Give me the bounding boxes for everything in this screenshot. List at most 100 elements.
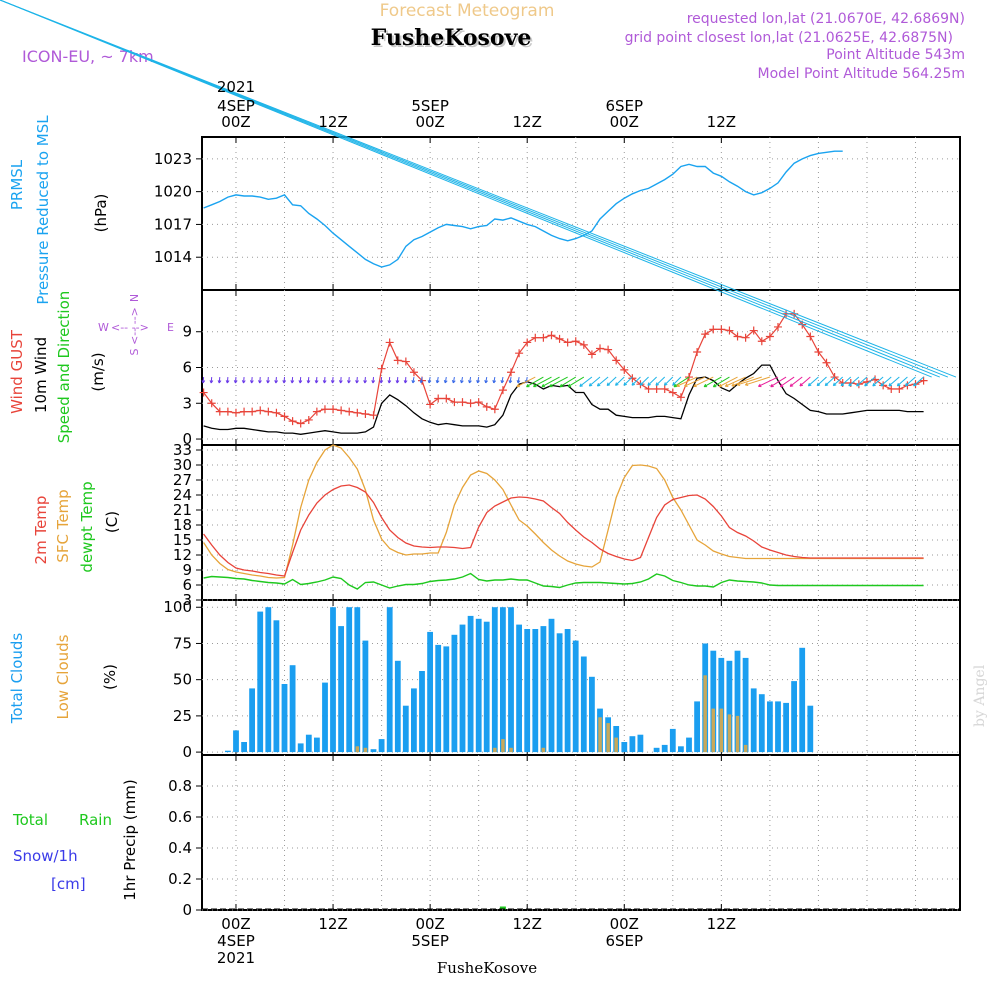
y-tick-label: 18 bbox=[173, 516, 192, 534]
wind-gust-point bbox=[757, 337, 766, 346]
temp-label-sfc: SFC Temp bbox=[54, 489, 72, 562]
cloud-total-bar bbox=[362, 640, 369, 753]
cloud-total-bar bbox=[807, 705, 814, 753]
wind-gust-point bbox=[644, 384, 653, 393]
wind-gust-point bbox=[240, 407, 249, 416]
wind-gust-point bbox=[717, 325, 726, 334]
wind-direction-arrowhead bbox=[549, 383, 553, 388]
y-tick-label: 100 bbox=[163, 598, 192, 616]
wind-direction-arrowhead bbox=[468, 379, 472, 384]
time-label-bottom: 00Z bbox=[415, 915, 444, 933]
wind-gust-point bbox=[684, 373, 693, 382]
wind-gust-point bbox=[426, 400, 435, 409]
wind-direction-arrowhead bbox=[880, 382, 884, 387]
wind-direction-arrowhead bbox=[596, 383, 601, 387]
y-tick-label: 0.4 bbox=[168, 839, 192, 857]
wind-gust-point bbox=[741, 333, 750, 342]
y-tick-label: 0.8 bbox=[168, 777, 192, 795]
cloud-low-bar bbox=[719, 708, 724, 753]
temp-label-2m: 2m Temp bbox=[32, 496, 50, 565]
wind-gust-point bbox=[215, 407, 224, 416]
wind-direction-arrowhead bbox=[724, 383, 729, 387]
wind-direction-arrow bbox=[579, 376, 593, 387]
cloud-total-bar bbox=[718, 657, 725, 753]
wind-gust-point bbox=[822, 358, 831, 367]
cloud-total-bar bbox=[758, 694, 765, 753]
time-label-bottom: 2021 bbox=[217, 949, 255, 967]
precip-label-cm: [cm] bbox=[51, 875, 86, 893]
wind-gust-point bbox=[490, 405, 499, 414]
wind-direction-arrowhead bbox=[209, 380, 214, 384]
wind-10m-line bbox=[203, 364, 924, 435]
precip-unit: 1hr Precip (mm) bbox=[121, 779, 139, 900]
station-title-front: FusheKosove bbox=[371, 25, 532, 51]
wind-direction-arrow bbox=[840, 376, 852, 387]
y-tick-label: 0.2 bbox=[168, 870, 192, 888]
time-label-bottom: 4SEP bbox=[217, 932, 255, 950]
precip-label-total: Total bbox=[12, 811, 48, 829]
wind-direction-arrow bbox=[631, 376, 641, 386]
y-tick-label: 1017 bbox=[154, 215, 192, 233]
wind-gust-point bbox=[652, 384, 661, 393]
cloud-total-bar bbox=[799, 647, 806, 753]
wind-gust-point bbox=[353, 408, 362, 417]
wind-direction-arrowhead bbox=[443, 379, 448, 384]
wind-direction-arrow bbox=[639, 376, 649, 386]
wind-direction-arrow bbox=[0, 0, 957, 378]
cloud-total-bar bbox=[346, 607, 353, 753]
wind-direction-arrow bbox=[713, 376, 730, 388]
wind-direction-arrowhead bbox=[856, 382, 860, 387]
cloud-total-bar bbox=[775, 701, 781, 753]
wind-direction-arrow bbox=[897, 376, 908, 387]
cloud-low-bar bbox=[711, 708, 715, 753]
cloud-total-bar bbox=[370, 749, 377, 753]
wind-direction-arrowhead bbox=[896, 382, 901, 387]
wind-direction-arrowhead bbox=[500, 379, 505, 384]
wind-direction-arrow bbox=[549, 376, 568, 388]
wind-direction-arrowhead bbox=[848, 382, 852, 387]
time-label-top: 00Z bbox=[415, 113, 444, 131]
wind-direction-arrowhead bbox=[379, 380, 384, 384]
wind-direction-arrowhead bbox=[371, 380, 376, 384]
wind-gust-point bbox=[806, 332, 815, 341]
wind-gust-point bbox=[676, 393, 685, 402]
cloud-total-bar bbox=[427, 631, 433, 753]
wind-gust-point bbox=[296, 419, 305, 428]
wind-direction-arrowhead bbox=[459, 379, 464, 384]
wind-direction-arrowhead bbox=[533, 383, 537, 388]
cloud-total-bar bbox=[297, 743, 304, 753]
pressure-line bbox=[203, 150, 843, 268]
time-label-top: 00Z bbox=[221, 113, 250, 131]
wind-direction-arrowhead bbox=[758, 383, 762, 388]
wind-gust-point bbox=[660, 384, 669, 393]
cloud-total-bar bbox=[516, 624, 522, 753]
wind-direction-arrow bbox=[789, 376, 803, 387]
time-label-top: 12Z bbox=[513, 113, 542, 131]
wind-gust-point bbox=[329, 405, 338, 414]
wind-gust-point bbox=[571, 337, 580, 346]
wind-direction-arrowhead bbox=[623, 382, 627, 386]
wind-gust-point bbox=[515, 349, 524, 358]
wind-direction-arrowhead bbox=[872, 382, 876, 387]
marks-group bbox=[0, 0, 960, 910]
cloud-total-bar bbox=[241, 742, 247, 753]
cloud-total-bar bbox=[589, 676, 595, 753]
wind-gust-point bbox=[223, 407, 232, 416]
cloud-total-bar bbox=[580, 656, 587, 753]
cloud-low-bar bbox=[501, 739, 505, 753]
wind-direction-arrowhead bbox=[904, 382, 909, 387]
wind-direction-arrowhead bbox=[731, 383, 735, 387]
cloud-total-bar bbox=[378, 739, 385, 753]
wind-direction-arrowhead bbox=[298, 380, 303, 384]
wind-gust-point bbox=[207, 399, 216, 408]
wind-unit: (m/s) bbox=[89, 352, 107, 391]
wind-label-speed: Speed and Direction bbox=[55, 291, 73, 444]
wind-direction-arrow bbox=[0, 0, 932, 378]
wind-label-10m: 10m Wind bbox=[32, 337, 50, 413]
cloud-total-bar bbox=[305, 734, 312, 753]
wind-gust-point bbox=[604, 345, 613, 354]
wind-direction-arrowhead bbox=[779, 383, 784, 388]
y-tick-label: 1014 bbox=[154, 248, 192, 266]
wind-direction-arrowhead bbox=[217, 380, 222, 384]
wind-gust-point bbox=[693, 348, 702, 356]
